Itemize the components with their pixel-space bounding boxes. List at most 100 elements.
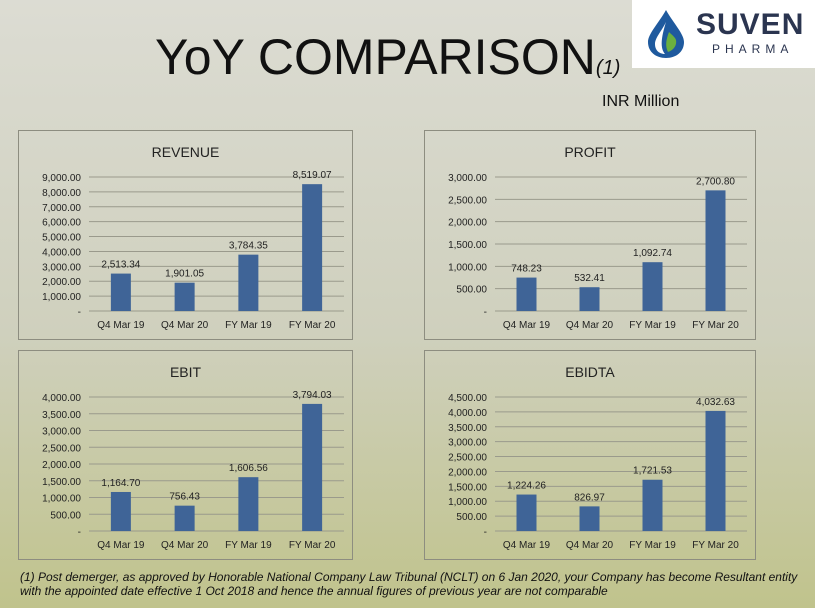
y-tick-label: 2,500.00 [42,443,81,454]
revenue-chart-panel: REVENUE - 1,000.00 2,000.00 3,000.00 4,000.00… [18,130,353,340]
ebit-chart: EBIT - 500.00 1,000.00 1,500.00 2,000.00 2,500… [42,364,344,551]
chart-title: PROFIT [564,144,616,160]
x-tick-label: FY Mar 20 [289,540,336,551]
data-label: 1,092.74 [633,248,672,259]
y-tick-label: 500.00 [456,285,487,296]
bar [705,190,726,311]
y-tick-label: 2,500.00 [448,453,487,464]
x-tick-label: FY Mar 19 [225,540,272,551]
data-label: 748.23 [511,264,542,275]
unit-label: INR Million [602,93,680,110]
profit-chart: PROFIT - 500.00 1,000.00 1,500.00 2,000.00 2,5… [448,144,747,331]
data-label: 1,606.56 [229,463,268,474]
chart-title: EBIDTA [565,364,615,380]
ebit-chart-panel: EBIT - 500.00 1,000.00 1,500.00 2,000.00 2,500… [18,350,353,560]
bar [516,277,537,311]
bar [705,410,726,531]
x-tick-label: Q4 Mar 20 [161,540,209,551]
data-label: 756.43 [169,492,200,503]
chart-title: EBIT [170,364,202,380]
title-text: YoY COMPARISON [155,29,596,85]
y-tick-label: - [78,307,81,318]
data-label: 8,519.07 [293,170,332,181]
y-tick-label: 3,500.00 [42,410,81,421]
x-tick-label: FY Mar 20 [289,320,336,331]
y-tick-label: 2,000.00 [448,467,487,478]
data-label: 532.41 [574,273,605,284]
bar [302,184,323,311]
slide-title: YoY COMPARISON(1) [155,28,620,86]
bar [174,282,195,311]
y-tick-label: 4,500.00 [448,393,487,404]
y-tick-label: 6,000.00 [42,218,81,229]
y-tick-label: 4,000.00 [42,247,81,258]
title-footnote-marker: (1) [595,57,621,79]
y-tick-label: 3,000.00 [448,438,487,449]
bar [516,494,537,531]
y-tick-label: 500.00 [50,510,81,521]
x-tick-label: FY Mar 19 [629,320,676,331]
logo-subtitle: PHARMA [712,42,794,56]
y-tick-label: 4,000.00 [42,393,81,404]
footnote: (1) Post demerger, as approved by Honora… [20,570,798,598]
bar [110,273,131,311]
y-tick-label: - [78,527,81,538]
y-tick-label: - [484,307,487,318]
bar [110,491,131,531]
bar [238,477,259,531]
y-tick-label: 7,000.00 [42,203,81,214]
ebidta-chart: EBIDTA - 500.00 1,000.00 1,500.00 2,000.00 2,5… [448,364,747,551]
x-tick-label: Q4 Mar 20 [566,540,614,551]
logo-name: SUVEN [696,8,805,41]
bar [238,254,259,311]
data-label: 1,224.26 [507,481,546,492]
bar [174,505,195,531]
company-logo: SUVEN PHARMA [632,0,815,68]
y-tick-label: 3,000.00 [448,173,487,184]
y-tick-label: 2,500.00 [448,195,487,206]
y-tick-label: 3,500.00 [448,423,487,434]
y-tick-label: 8,000.00 [42,188,81,199]
data-label: 3,784.35 [229,241,268,252]
data-label: 3,794.03 [293,390,332,401]
chart-title: REVENUE [152,144,220,160]
x-tick-label: Q4 Mar 20 [566,320,614,331]
data-label: 4,032.63 [696,397,735,408]
y-tick-label: 1,000.00 [42,292,81,303]
y-tick-label: 3,000.00 [42,262,81,273]
data-label: 2,513.34 [101,260,140,271]
y-tick-label: 1,500.00 [448,482,487,493]
ebidta-chart-panel: EBIDTA - 500.00 1,000.00 1,500.00 2,000.00 2,5… [424,350,756,560]
x-tick-label: Q4 Mar 19 [503,320,551,331]
bar [579,287,600,311]
x-tick-label: Q4 Mar 19 [503,540,551,551]
y-tick-label: 4,000.00 [448,408,487,419]
y-tick-label: 1,500.00 [42,477,81,488]
data-label: 2,700.80 [696,176,735,187]
y-tick-label: 2,000.00 [42,277,81,288]
profit-chart-panel: PROFIT - 500.00 1,000.00 1,500.00 2,000.00 2,5… [424,130,756,340]
data-label: 826.97 [574,492,605,503]
y-tick-label: 1,000.00 [448,262,487,273]
data-label: 1,721.53 [633,466,672,477]
x-tick-label: Q4 Mar 20 [161,320,209,331]
y-tick-label: 1,000.00 [42,494,81,505]
y-tick-label: 500.00 [456,512,487,523]
data-label: 1,901.05 [165,269,204,280]
y-tick-label: 5,000.00 [42,233,81,244]
revenue-chart: REVENUE - 1,000.00 2,000.00 3,000.00 4,000.00… [42,144,344,331]
y-tick-label: 9,000.00 [42,173,81,184]
x-tick-label: Q4 Mar 19 [97,540,145,551]
y-tick-label: 2,000.00 [448,218,487,229]
bar [579,506,600,531]
x-tick-label: Q4 Mar 19 [97,320,145,331]
bar [642,479,663,531]
y-tick-label: 2,000.00 [42,460,81,471]
x-tick-label: FY Mar 20 [692,540,739,551]
y-tick-label: 3,000.00 [42,427,81,438]
y-tick-label: 1,500.00 [448,240,487,251]
x-tick-label: FY Mar 20 [692,320,739,331]
x-tick-label: FY Mar 19 [225,320,272,331]
y-tick-label: - [484,527,487,538]
x-tick-label: FY Mar 19 [629,540,676,551]
